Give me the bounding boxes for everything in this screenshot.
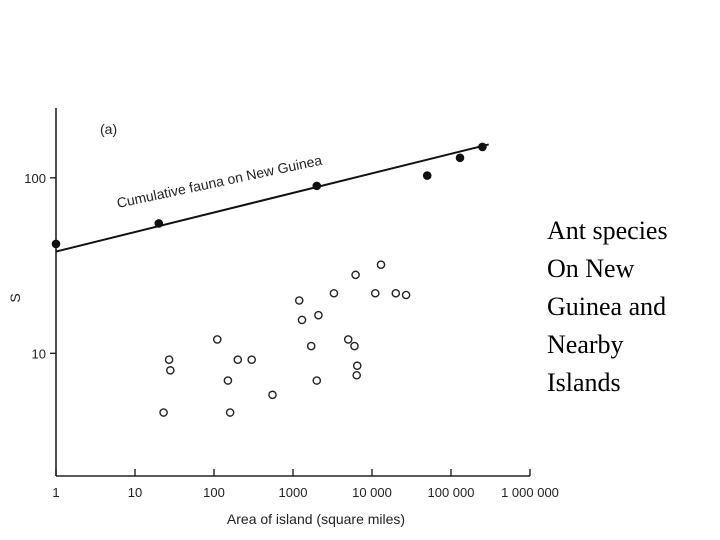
data-point-open [351, 270, 360, 280]
data-point-open [212, 335, 222, 344]
side-note-line: On New [547, 254, 635, 283]
data-point-open [370, 288, 380, 298]
fit-line [55, 143, 489, 253]
data-point-open [352, 361, 362, 371]
x-tick-label: 10 [128, 485, 142, 500]
data-point-open [401, 290, 411, 300]
x-tick-label: 10 000 [352, 485, 392, 500]
data-point-open [391, 288, 401, 298]
data-point-open [223, 376, 233, 385]
data-point-open [164, 355, 174, 364]
x-tick-label: 100 000 [428, 485, 475, 500]
x-tick-label: 1000 [279, 485, 308, 500]
side-note-line: Guinea and [547, 292, 667, 321]
data-point-filled [154, 219, 164, 228]
data-point-open [312, 376, 322, 385]
side-note-line: Nearby [547, 330, 624, 359]
data-point-filled [422, 171, 432, 180]
data-point-open [297, 315, 307, 325]
data-point-open [329, 288, 339, 298]
data-point-open [376, 260, 386, 269]
y-axis-title: S [7, 293, 23, 302]
panel-label: (a) [100, 121, 117, 137]
y-tick-label: 10 [32, 346, 46, 361]
x-tick-label: 1 000 000 [501, 485, 559, 500]
data-point-open [350, 341, 359, 351]
ticks: 1 10 100 1000 10 000 100 000 1 000 000 10 100 [24, 171, 559, 500]
data-point-open [343, 335, 353, 344]
data-point-open [352, 370, 361, 380]
data-point-open [314, 310, 323, 320]
fit-line-group [55, 143, 489, 253]
data-point-filled [51, 239, 61, 249]
data-point-open [166, 366, 175, 375]
side-note-line: Ant species [547, 216, 668, 245]
side-note: Ant species On New Guinea and Nearby Isl… [547, 212, 717, 402]
data-point-open [268, 390, 277, 400]
x-axis-title: Area of island (square miles) [227, 511, 405, 527]
data-point-open [225, 408, 235, 417]
points [51, 142, 487, 417]
x-tick-label: 1 [52, 485, 59, 500]
y-tick-label: 100 [24, 171, 46, 186]
side-note-line: Islands [547, 368, 621, 397]
data-point-open [247, 355, 256, 364]
data-point-open [306, 341, 316, 351]
data-point-open [233, 355, 243, 364]
data-point-filled [455, 153, 465, 163]
data-point-open [159, 408, 168, 417]
data-point-filled [312, 181, 322, 191]
fit-line-label: Cumulative fauna on New Guinea [115, 152, 323, 211]
x-tick-label: 100 [203, 485, 225, 500]
data-point-filled [478, 142, 487, 152]
data-point-open [294, 296, 304, 305]
